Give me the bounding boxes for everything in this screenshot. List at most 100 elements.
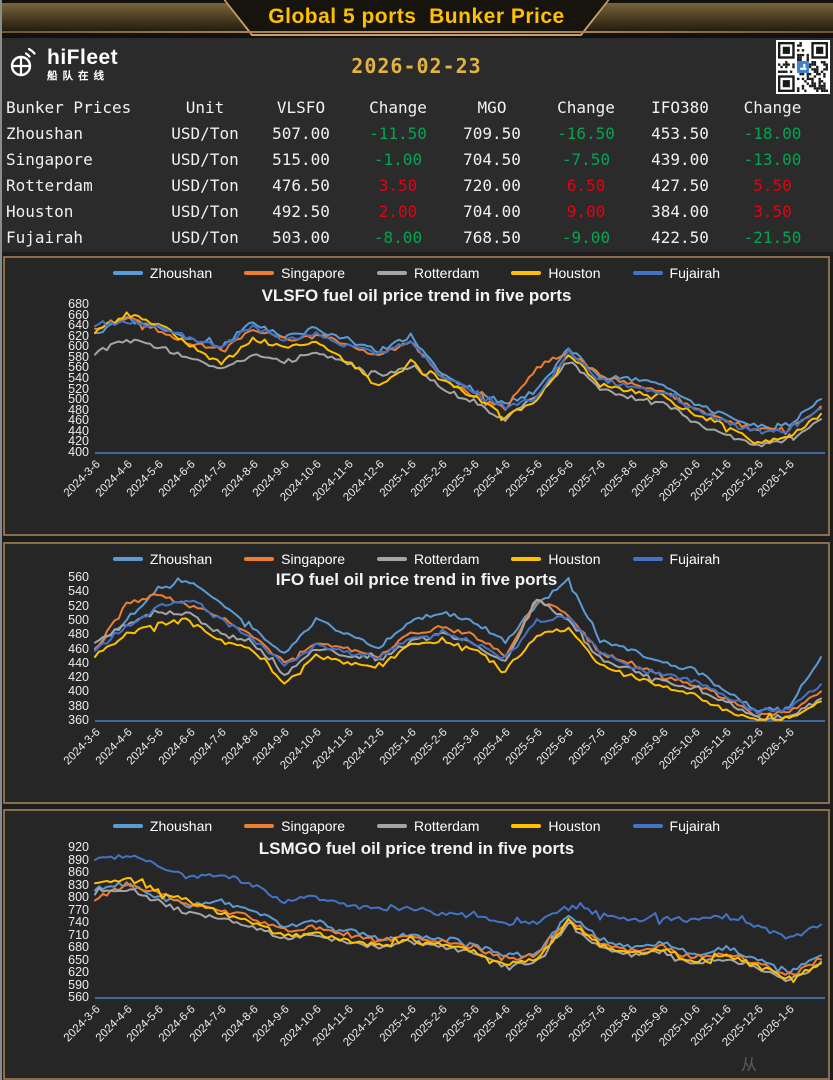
cell-ifo380: 422.50 (651, 227, 709, 247)
lsmgo-chart-title: LSMGO fuel oil price trend in five ports (258, 839, 575, 858)
legend-label: Singapore (281, 551, 345, 567)
legend-swatch-zhoushan (112, 557, 143, 561)
legend-label: Singapore (281, 818, 345, 834)
legend-item-rotterdam: Rotterdam (377, 818, 479, 834)
y-tick-label: 420 (68, 434, 89, 449)
ifo-legend: Zhoushan Singapore Rotterdam Houston Fujaira… (5, 551, 828, 567)
cell-unit: USD/Ton (171, 149, 239, 169)
y-tick-label: 600 (68, 339, 89, 354)
y-tick-label: 920 (68, 839, 89, 854)
y-tick-label: 830 (68, 877, 89, 892)
vlsfo-legend: Zhoushan Singapore Rotterdam Houston Fujaira… (5, 265, 828, 281)
series-line-rotterdam (94, 338, 822, 448)
vlsfo-plot-area (94, 311, 825, 454)
legend-swatch-zhoushan (112, 271, 143, 275)
header-cell-mgo: MGO (477, 97, 507, 117)
y-tick-label: 680 (68, 939, 89, 954)
vlsfo-chart-title: VLSFO fuel oil price trend in five ports (261, 286, 572, 305)
legend-label: Rotterdam (414, 265, 480, 281)
table-row-zhoushan: Zhoushan USD/Ton 507.00 -11.50 709.50 -16.50 4… (4, 120, 829, 146)
header-cell-change: Change (557, 97, 615, 117)
qr-code (776, 40, 830, 94)
legend-swatch-rotterdam (377, 271, 407, 275)
cell-vlsfo: 507.00 (272, 123, 330, 143)
vlsfo-chart-panel: Zhoushan Singapore Rotterdam Houston Fujaira… (3, 256, 830, 536)
legend-label: Fujairah (669, 265, 721, 281)
banner-gold-bar-right (561, 3, 833, 31)
cell-port: Rotterdam (6, 175, 93, 195)
y-tick-label: 650 (68, 952, 89, 967)
y-tick-label: 540 (68, 370, 89, 385)
banner-trapezoid: Global 5 ports Bunker Price (224, 0, 610, 36)
y-tick-label: 620 (68, 964, 89, 979)
y-tick-label: 420 (68, 669, 89, 684)
series-line-singapore (94, 881, 822, 976)
y-tick-label: 540 (68, 584, 89, 599)
cell-vlsfo: 515.00 (272, 149, 330, 169)
y-tick-label: 860 (68, 864, 89, 879)
y-tick-label: 710 (68, 927, 89, 942)
window-edge (0, 0, 2, 1080)
series-line-singapore (94, 593, 822, 718)
cell-ifo380-change: -13.00 (743, 149, 802, 169)
cell-ifo380: 427.50 (651, 175, 709, 195)
y-tick-label: 890 (68, 852, 89, 867)
cell-vlsfo-change: -8.00 (373, 227, 423, 247)
cell-mgo-change: -7.50 (561, 149, 611, 169)
cell-vlsfo-change: 2.00 (378, 201, 418, 221)
y-tick-label: 590 (68, 977, 89, 992)
cell-mgo: 720.00 (463, 175, 521, 195)
series-line-zhoushan (94, 577, 822, 714)
legend-label: Fujairah (669, 551, 721, 567)
cell-vlsfo-change: -1.00 (373, 149, 423, 169)
banner-gold-bar-left (0, 3, 272, 31)
legend-label: Houston (548, 818, 601, 834)
y-tick-label: 800 (68, 889, 89, 904)
y-tick-label: 560 (68, 360, 89, 375)
legend-swatch-fujairah (632, 557, 663, 561)
y-tick-label: 400 (68, 684, 89, 699)
logo-icon (10, 47, 36, 77)
lsmgo-chart-panel: Zhoushan Singapore Rotterdam Houston Fujaira… (3, 809, 830, 1080)
legend-swatch-fujairah (632, 271, 663, 275)
y-tick-label: 560 (68, 989, 89, 1004)
brand-subtitle: 船队在线 (47, 69, 109, 82)
legend-label: Zhoushan (149, 265, 213, 281)
cell-mgo: 709.50 (463, 123, 521, 143)
legend-item-fujairah: Fujairah (632, 818, 721, 834)
y-tick-label: 380 (68, 698, 89, 713)
legend-item-rotterdam: Rotterdam (377, 265, 479, 281)
series-line-fujairah (94, 854, 822, 940)
legend-item-singapore: Singapore (244, 818, 345, 834)
legend-swatch-singapore (244, 271, 275, 275)
legend-swatch-singapore (244, 557, 275, 561)
legend-swatch-rotterdam (377, 824, 407, 828)
header-cell-change: Change (743, 97, 802, 117)
cell-port: Zhoushan (6, 123, 84, 143)
y-tick-label: 400 (68, 444, 89, 459)
header-cell-bunker-prices: Bunker Prices (6, 97, 132, 117)
legend-item-houston: Houston (511, 551, 601, 567)
legend-label: Rotterdam (414, 551, 480, 567)
legend-swatch-zhoushan (112, 824, 143, 828)
legend-item-rotterdam: Rotterdam (377, 551, 479, 567)
header-cell-ifo380: IFO380 (651, 97, 709, 117)
table-header-row: Bunker Prices Unit VLSFO Change MGO Change IFO… (4, 94, 829, 120)
hifleet-logo: hiFleet 船队在线 (8, 46, 118, 82)
y-tick-label: 440 (68, 655, 89, 670)
y-tick-label: 520 (68, 381, 89, 396)
y-tick-label: 460 (68, 413, 89, 428)
cell-mgo-change: -9.00 (561, 227, 611, 247)
cell-vlsfo: 503.00 (272, 227, 330, 247)
lsmgo-plot-area (94, 854, 825, 999)
y-tick-label: 440 (68, 423, 89, 438)
cell-unit: USD/Ton (171, 175, 239, 195)
legend-item-singapore: Singapore (244, 551, 345, 567)
legend-label: Fujairah (669, 818, 721, 834)
cell-mgo-change: -16.50 (557, 123, 615, 143)
cell-ifo380: 453.50 (651, 123, 709, 143)
y-tick-label: 620 (68, 328, 89, 343)
y-tick-label: 680 (68, 296, 89, 311)
table-row-singapore: Singapore USD/Ton 515.00 -1.00 704.50 -7.50 43… (4, 146, 829, 172)
y-tick-label: 360 (68, 712, 89, 727)
